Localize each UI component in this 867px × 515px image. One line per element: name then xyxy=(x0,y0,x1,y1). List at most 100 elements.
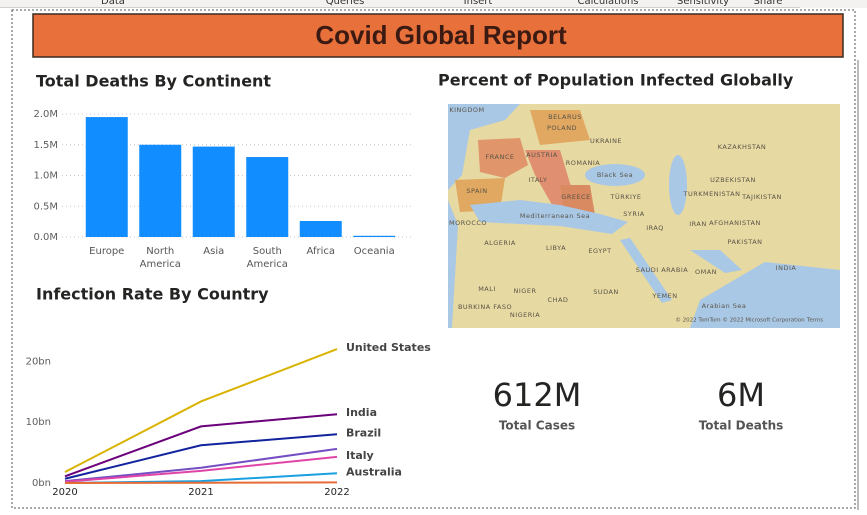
map-sea xyxy=(585,164,645,186)
series-line xyxy=(64,447,338,483)
x-tick-label: 2021 xyxy=(188,487,213,498)
map-sea xyxy=(470,200,628,234)
series-line xyxy=(64,433,338,480)
map-label: MALI xyxy=(478,285,496,293)
map-label: Terms xyxy=(806,318,823,324)
ribbon-tab[interactable]: Insert xyxy=(464,0,493,7)
series-line xyxy=(64,413,338,478)
bar xyxy=(299,221,342,237)
map-label: MOROCCO xyxy=(449,219,487,227)
x-tick-label: South America xyxy=(246,246,288,270)
map-label: BURKINA FASO xyxy=(458,303,512,311)
map-label: POLAND xyxy=(547,124,577,132)
y-tick-label: 10bn xyxy=(26,417,51,428)
map-label: PAKISTAN xyxy=(727,238,762,246)
map-title: Percent of Population Infected Globally xyxy=(438,71,794,90)
y-tick-label: 1.0M xyxy=(33,171,58,182)
y-tick-label: 20bn xyxy=(26,356,51,367)
canvas-border xyxy=(11,9,856,509)
bar xyxy=(85,117,128,237)
series-label: Brazil xyxy=(346,426,381,439)
bar xyxy=(353,235,396,237)
map-label: GREECE xyxy=(561,193,590,201)
ribbon-tab[interactable]: Sensitivity xyxy=(677,0,729,7)
kpi-label: Total Cases xyxy=(499,419,575,433)
map-label: UKRAINE xyxy=(590,137,622,145)
map-label: TURKMENISTAN xyxy=(683,190,741,198)
map-label: NIGERIA xyxy=(510,311,540,319)
map-region xyxy=(478,138,528,178)
series-line xyxy=(64,455,338,483)
x-tick-label: North America xyxy=(139,246,181,270)
series-label: India xyxy=(346,406,377,419)
y-tick-label: 2.0M xyxy=(33,109,58,120)
map-sea xyxy=(690,250,742,273)
title-bar xyxy=(32,13,844,58)
map-label: Arabian Sea xyxy=(702,302,747,310)
ribbon-tab[interactable]: Calculations xyxy=(578,0,639,7)
y-tick-label: 0bn xyxy=(32,478,51,489)
x-tick-label: Oceania xyxy=(353,246,395,257)
map-label: OMAN xyxy=(695,268,717,276)
map-label: AUSTRIA xyxy=(526,151,558,159)
x-tick-label: Asia xyxy=(203,246,225,257)
map-label: IRAQ xyxy=(646,224,664,232)
map-label: SAUDI ARABIA xyxy=(636,266,688,274)
map-sea xyxy=(690,262,840,328)
y-tick-label: 0.0M xyxy=(33,232,58,243)
y-tick-label: 1.5M xyxy=(33,140,58,151)
ribbon-tab[interactable]: Share xyxy=(754,0,783,7)
series-label: United States xyxy=(346,341,431,354)
kpi-value: 612M xyxy=(493,376,582,414)
map-label: IRAN xyxy=(689,220,706,228)
bar xyxy=(139,144,182,237)
map-label: ITALY xyxy=(528,176,547,184)
bar xyxy=(246,157,289,237)
series-line xyxy=(64,348,338,473)
map-label: AFGHANISTAN xyxy=(709,219,761,227)
map-sea xyxy=(448,200,458,328)
map-label: TÜRKIYE xyxy=(609,192,641,201)
ribbon-tab[interactable]: Data xyxy=(101,0,125,7)
x-tick-label: Africa xyxy=(306,246,336,257)
map-label: INDIA xyxy=(776,264,797,272)
map-label: Black Sea xyxy=(597,171,633,179)
map-sea xyxy=(448,104,520,190)
map-label: KINGDOM xyxy=(449,106,484,114)
kpi-value: 6M xyxy=(717,376,765,414)
map-label: BELARUS xyxy=(548,113,582,121)
report-title: Covid Global Report xyxy=(315,20,567,50)
x-tick-label: 2022 xyxy=(324,487,349,498)
map-label: CHAD xyxy=(548,296,569,304)
series-line xyxy=(64,481,338,484)
map: KINGDOM POLAND BELARUS UKRAINE FRANCE AUSTRIA… xyxy=(448,104,840,328)
map-label: YEMEN xyxy=(651,292,677,300)
map-label: EGYPT xyxy=(588,247,611,255)
map-label: KAZAKHSTAN xyxy=(718,143,767,151)
series-label: Australia xyxy=(346,465,402,478)
map-label: FRANCE xyxy=(486,153,515,161)
map-sea xyxy=(620,238,672,303)
map-label: SYRIA xyxy=(623,210,645,218)
map-label: LIBYA xyxy=(546,244,566,252)
ribbon-tab[interactable]: Queries xyxy=(326,0,365,7)
map-label: SUDAN xyxy=(593,288,619,296)
ribbon xyxy=(0,0,867,8)
kpi-label: Total Deaths xyxy=(699,419,784,433)
map-label: Mediterranean Sea xyxy=(520,212,590,220)
map-region xyxy=(530,110,590,145)
map-label: ROMANIA xyxy=(566,159,600,167)
x-tick-label: Europe xyxy=(89,246,125,257)
chart-title: Total Deaths By Continent xyxy=(36,72,271,91)
map-label: NIGER xyxy=(514,287,537,295)
map-label: TAJIKISTAN xyxy=(741,193,782,201)
y-tick-label: 0.5M xyxy=(33,201,58,212)
chart-title: Infection Rate By Country xyxy=(36,285,269,304)
map-label: ALGERIA xyxy=(484,239,516,247)
map-label: UZBEKISTAN xyxy=(710,176,756,184)
series-label: Italy xyxy=(346,449,374,462)
map-label: SPAIN xyxy=(466,187,487,195)
map-label: © 2022 TomTom © 2022 Microsoft Corporati… xyxy=(675,317,805,324)
